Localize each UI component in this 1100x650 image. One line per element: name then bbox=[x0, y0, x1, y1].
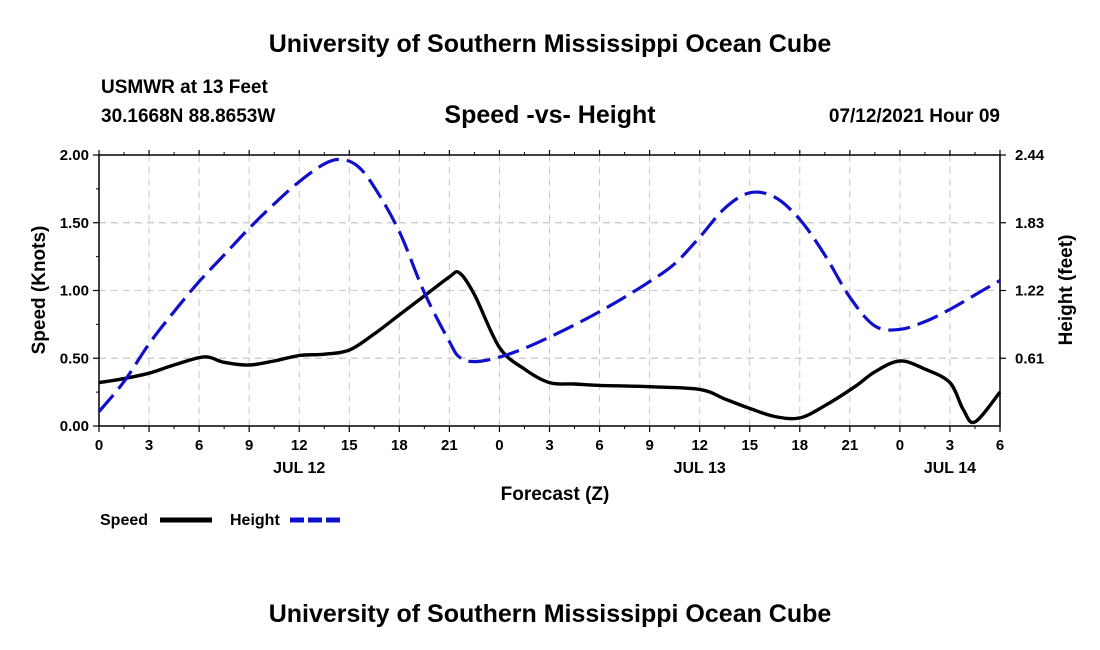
series-line-height bbox=[97, 157, 1001, 413]
y2-axis-label: Height (feet) bbox=[1056, 235, 1077, 346]
x-tick-label: 15 bbox=[341, 437, 358, 454]
x-tick-label: 15 bbox=[741, 437, 758, 454]
tick-labels: 0 3 6 9 12 15 18 21 0 3 6 9 12 15 18 21 0 3 6 JUL 12 JUL 13 J… bbox=[60, 147, 1045, 477]
date-label: JUL 14 bbox=[924, 460, 976, 477]
y-tick-label: 1.50 bbox=[60, 215, 89, 232]
x-tick-label: 6 bbox=[996, 437, 1004, 454]
legend-label-speed: Speed bbox=[100, 512, 148, 529]
legend-label-height: Height bbox=[230, 512, 280, 529]
y-tick-label: 1.00 bbox=[60, 283, 89, 300]
series-lines bbox=[97, 157, 1002, 425]
y2-tick-label: 0.61 bbox=[1015, 350, 1044, 367]
x-tick-label: 3 bbox=[545, 437, 553, 454]
axis-ticks bbox=[93, 150, 1006, 432]
x-tick-label: 12 bbox=[291, 437, 308, 454]
x-tick-label: 0 bbox=[896, 437, 904, 454]
y-tick-label: 2.00 bbox=[60, 147, 89, 164]
x-tick-label: 18 bbox=[391, 437, 408, 454]
footer-title: University of Southern Mississippi Ocean… bbox=[268, 600, 832, 628]
y-tick-label: 0.50 bbox=[60, 350, 89, 367]
x-tick-label: 3 bbox=[946, 437, 954, 454]
x-tick-label: 6 bbox=[195, 437, 203, 454]
y2-tick-label: 1.83 bbox=[1015, 215, 1044, 232]
station-label: USMWR at 13 Feet bbox=[101, 77, 268, 98]
x-tick-label: 21 bbox=[841, 437, 858, 454]
x-tick-label: 6 bbox=[595, 437, 603, 454]
chart-title: Speed -vs- Height bbox=[444, 101, 656, 129]
x-tick-label: 18 bbox=[791, 437, 808, 454]
x-axis-label: Forecast (Z) bbox=[501, 484, 610, 505]
y2-tick-label: 1.22 bbox=[1015, 283, 1044, 300]
x-tick-label: 0 bbox=[95, 437, 103, 454]
series-line-speed bbox=[98, 270, 1002, 425]
chart-grid bbox=[99, 155, 1000, 426]
y-axis-label: Speed (Knots) bbox=[29, 226, 50, 355]
x-tick-label: 21 bbox=[441, 437, 458, 454]
x-tick-label: 9 bbox=[245, 437, 253, 454]
x-tick-label: 9 bbox=[645, 437, 653, 454]
x-tick-label: 12 bbox=[691, 437, 708, 454]
station-coords: 30.1668N 88.8653W bbox=[101, 106, 276, 127]
y2-tick-label: 2.44 bbox=[1015, 147, 1045, 164]
legend: Speed Height bbox=[100, 512, 342, 529]
forecast-timestamp: 07/12/2021 Hour 09 bbox=[828, 106, 1000, 127]
x-tick-label: 3 bbox=[145, 437, 153, 454]
x-tick-label: 0 bbox=[495, 437, 503, 454]
date-label: JUL 13 bbox=[674, 460, 726, 477]
y-tick-label: 0.00 bbox=[60, 418, 89, 435]
page-title: University of Southern Mississippi Ocean… bbox=[268, 30, 832, 58]
date-label: JUL 12 bbox=[273, 460, 325, 477]
